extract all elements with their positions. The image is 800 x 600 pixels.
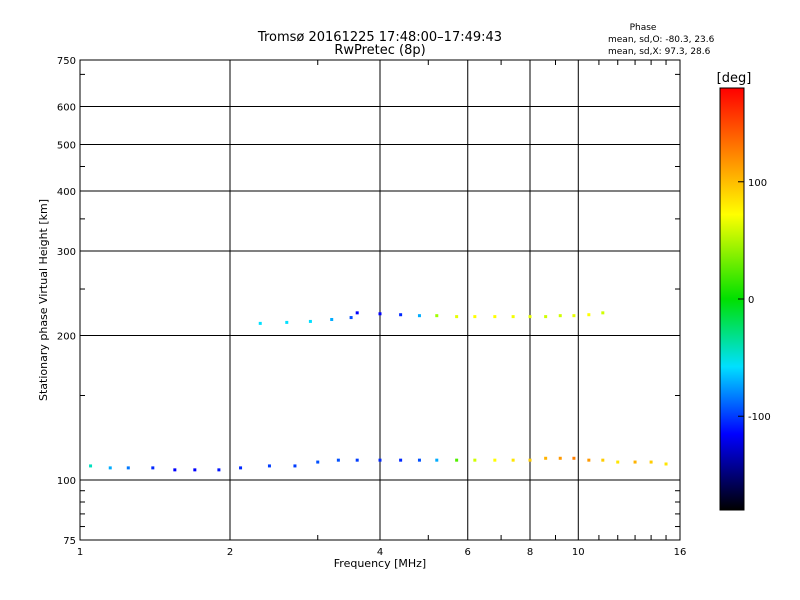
data-point bbox=[616, 460, 620, 464]
data-point bbox=[473, 458, 477, 462]
data-point bbox=[258, 321, 262, 325]
data-point bbox=[572, 456, 576, 460]
colorbar-tick-label: -100 bbox=[748, 412, 771, 423]
colorbar-tick-label: 100 bbox=[748, 178, 767, 189]
x-tick-label: 2 bbox=[227, 547, 233, 558]
data-point bbox=[572, 314, 576, 318]
y-tick-label: 600 bbox=[57, 103, 76, 114]
data-point bbox=[528, 315, 532, 319]
data-point bbox=[587, 458, 591, 462]
data-point bbox=[601, 311, 605, 315]
data-point bbox=[558, 314, 562, 318]
data-point bbox=[664, 462, 668, 466]
y-tick-label: 100 bbox=[57, 476, 76, 487]
colorbar-label: [deg] bbox=[717, 71, 752, 86]
chart-subtitle: RwPretec (8p) bbox=[334, 43, 425, 58]
y-tick-label: 200 bbox=[57, 332, 76, 343]
data-point bbox=[336, 458, 340, 462]
data-point bbox=[601, 458, 605, 462]
x-tick-label: 1 bbox=[77, 547, 83, 558]
data-point bbox=[239, 466, 243, 470]
data-point bbox=[285, 320, 289, 324]
colorbar-tick-label: 0 bbox=[748, 295, 754, 306]
data-point bbox=[399, 313, 403, 317]
x-tick-label: 10 bbox=[572, 547, 585, 558]
data-point bbox=[399, 458, 403, 462]
data-point bbox=[558, 456, 562, 460]
data-point bbox=[316, 460, 320, 464]
y-tick-label: 300 bbox=[57, 247, 76, 258]
data-point bbox=[435, 314, 439, 318]
data-point bbox=[511, 458, 515, 462]
data-point bbox=[455, 315, 459, 319]
data-point bbox=[308, 319, 312, 323]
data-point bbox=[173, 468, 177, 472]
chart-title: Tromsø 20161225 17:48:00–17:49:43 bbox=[257, 30, 502, 45]
data-point bbox=[108, 466, 112, 470]
plot-frame bbox=[79, 59, 681, 541]
colorbar-frame bbox=[719, 87, 745, 511]
data-point bbox=[587, 313, 591, 317]
y-tick-label: 75 bbox=[63, 536, 76, 547]
data-point bbox=[355, 458, 359, 462]
phase-stats-o: mean, sd,O: -80.3, 23.6 bbox=[608, 35, 715, 45]
data-point bbox=[293, 464, 297, 468]
data-point bbox=[493, 315, 497, 319]
x-tick-labels: 1 2 4 6 8 10 16 bbox=[77, 547, 687, 558]
data-point bbox=[544, 456, 548, 460]
y-tick-label: 750 bbox=[57, 56, 76, 67]
data-point bbox=[435, 458, 439, 462]
data-point bbox=[417, 458, 421, 462]
data-point bbox=[217, 468, 221, 472]
y-tick-labels: 75 100 200 300 400 500 600 750 bbox=[57, 56, 76, 547]
gridlines bbox=[80, 60, 680, 540]
phase-stats-x: mean, sd,X: 97.3, 28.6 bbox=[608, 47, 711, 57]
data-point bbox=[349, 316, 353, 320]
data-point bbox=[151, 466, 155, 470]
axis-ticks bbox=[80, 60, 680, 540]
data-points bbox=[89, 311, 668, 472]
x-axis-label: Frequency [MHz] bbox=[334, 557, 426, 570]
data-point bbox=[126, 466, 130, 470]
x-tick-label: 16 bbox=[674, 547, 687, 558]
data-point bbox=[528, 458, 532, 462]
x-tick-label: 6 bbox=[465, 547, 471, 558]
data-point bbox=[493, 458, 497, 462]
y-tick-label: 500 bbox=[57, 141, 76, 152]
y-tick-label: 400 bbox=[57, 187, 76, 198]
y-axis-label: Stationary phase Virtual Height [km] bbox=[37, 199, 50, 401]
data-point bbox=[330, 317, 334, 321]
x-tick-label: 8 bbox=[527, 547, 533, 558]
data-point bbox=[378, 458, 382, 462]
data-point bbox=[267, 464, 271, 468]
x-tick-label: 4 bbox=[377, 547, 383, 558]
data-point bbox=[633, 460, 637, 464]
data-point bbox=[544, 315, 548, 319]
data-point bbox=[455, 458, 459, 462]
data-point bbox=[511, 315, 515, 319]
data-point bbox=[355, 311, 359, 315]
data-point bbox=[193, 468, 197, 472]
phase-heading: Phase bbox=[630, 23, 657, 33]
data-point bbox=[378, 312, 382, 316]
data-point bbox=[417, 314, 421, 318]
colorbar-ticks: 100 0 -100 bbox=[719, 87, 771, 511]
data-point bbox=[89, 464, 93, 468]
data-point bbox=[473, 315, 477, 319]
data-point bbox=[649, 460, 653, 464]
